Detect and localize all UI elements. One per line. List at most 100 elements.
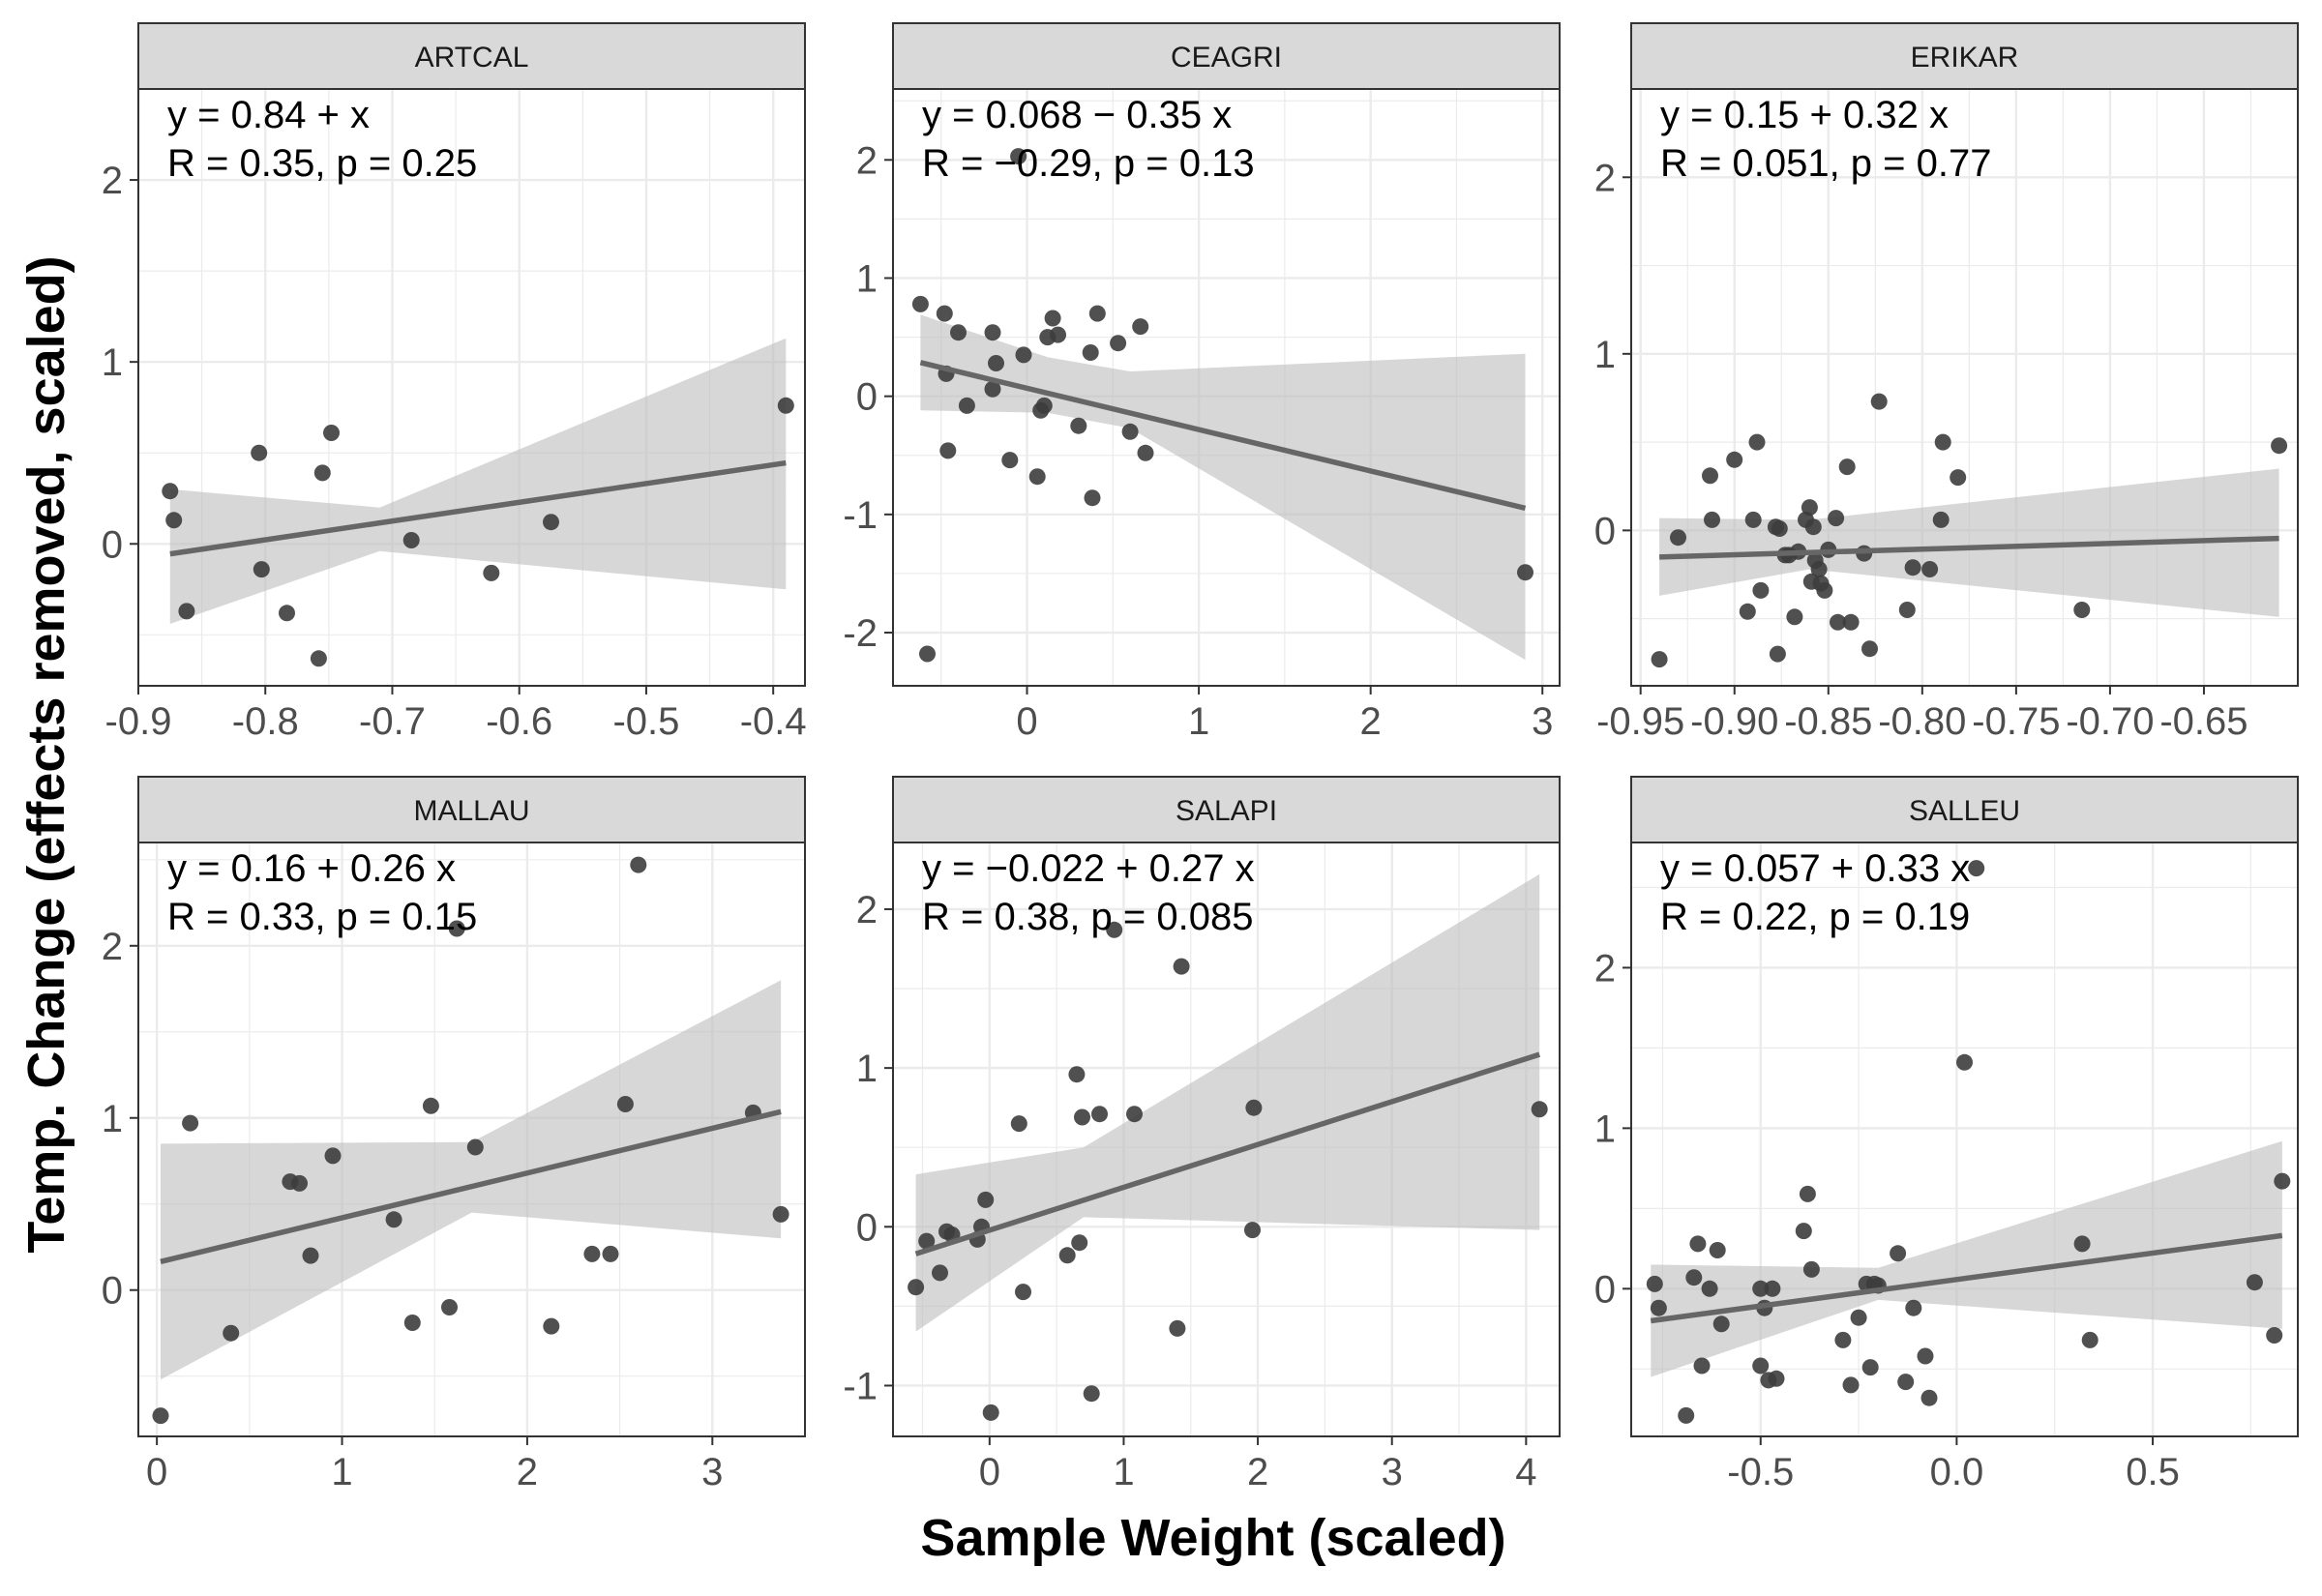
data-point bbox=[616, 1096, 634, 1112]
x-tick-label: 3 bbox=[701, 1451, 723, 1493]
x-tick-label: 2 bbox=[517, 1451, 538, 1493]
y-axis-title: Temp. Change (effects removed, scaled) bbox=[17, 255, 75, 1253]
data-point bbox=[152, 1407, 169, 1425]
data-point bbox=[1830, 613, 1846, 631]
x-tick-label: 3 bbox=[1382, 1451, 1403, 1493]
x-tick-label: -0.7 bbox=[359, 700, 426, 743]
data-point bbox=[1110, 335, 1127, 352]
data-point bbox=[1956, 1053, 1973, 1071]
data-point bbox=[1917, 1347, 1934, 1365]
data-point bbox=[2073, 1235, 2091, 1253]
data-point bbox=[1091, 1106, 1108, 1123]
x-tick-label: -0.75 bbox=[1972, 700, 2060, 743]
data-point bbox=[310, 650, 327, 667]
data-point bbox=[1670, 529, 1686, 547]
data-point bbox=[1905, 1299, 1922, 1316]
data-point bbox=[1920, 1389, 1938, 1406]
facet-strip-label: MALLAU bbox=[413, 795, 529, 827]
x-tick-label: 0.0 bbox=[1930, 1451, 1984, 1493]
data-point bbox=[988, 355, 1004, 371]
panel-border bbox=[892, 88, 1561, 687]
data-point bbox=[1678, 1406, 1695, 1424]
data-point bbox=[1897, 1374, 1915, 1391]
data-point bbox=[1861, 640, 1878, 658]
y-tick-label: 0 bbox=[1594, 1268, 1616, 1311]
y-tick-label: 0 bbox=[856, 376, 878, 419]
data-point bbox=[932, 1264, 948, 1282]
data-point bbox=[324, 1147, 342, 1165]
data-point bbox=[939, 442, 957, 459]
data-point bbox=[1752, 1357, 1770, 1374]
data-point bbox=[2073, 602, 2091, 618]
data-point bbox=[2081, 1331, 2099, 1348]
x-tick-label: -0.85 bbox=[1784, 700, 1872, 743]
data-point bbox=[1244, 1222, 1261, 1239]
data-point bbox=[1842, 613, 1860, 631]
data-point bbox=[1651, 651, 1668, 668]
data-point bbox=[466, 1138, 484, 1156]
x-tick-label: 2 bbox=[1360, 700, 1382, 743]
correlation-stats: R = 0.22, p = 0.19 bbox=[1660, 896, 1970, 938]
y-tick-label: -1 bbox=[843, 494, 878, 537]
data-point bbox=[402, 532, 420, 548]
data-point bbox=[1650, 1299, 1667, 1316]
y-tick-label: 1 bbox=[856, 1048, 878, 1090]
data-point bbox=[1074, 1108, 1090, 1126]
facet-panel-erikar: ERIKAR y = 0.15 + 0.32 x R = 0.051, p = 0.… bbox=[1594, 22, 2299, 743]
data-point bbox=[1245, 1099, 1263, 1116]
confidence-band bbox=[915, 873, 1540, 1332]
data-point bbox=[1010, 148, 1027, 165]
panel-border bbox=[1630, 88, 2299, 687]
data-point bbox=[543, 1317, 560, 1335]
facet-panel-artcal: ARTCAL y = 0.84 + x R = 0.35, p = 0.25 0 1 2 -… bbox=[102, 22, 807, 743]
data-point bbox=[982, 1404, 999, 1421]
regression-line bbox=[1659, 535, 2279, 560]
y-tick-label: 2 bbox=[1594, 947, 1616, 990]
data-point bbox=[1685, 1269, 1703, 1286]
data-point bbox=[1010, 1115, 1027, 1133]
data-point bbox=[1799, 1185, 1816, 1202]
data-point bbox=[1701, 1280, 1718, 1297]
data-point bbox=[2246, 1274, 2263, 1291]
data-point bbox=[1768, 1370, 1785, 1387]
data-point bbox=[313, 464, 331, 482]
data-point bbox=[1050, 326, 1066, 343]
data-point bbox=[1531, 1101, 1548, 1118]
data-point bbox=[385, 1211, 402, 1228]
data-point bbox=[251, 444, 268, 461]
x-axis-title: Sample Weight (scaled) bbox=[920, 1509, 1505, 1567]
data-point bbox=[1702, 467, 1718, 485]
data-point bbox=[1769, 645, 1786, 663]
x-tick-label: 0 bbox=[146, 1451, 167, 1493]
panel-border bbox=[137, 842, 806, 1437]
regression-equation: y = 0.16 + 0.26 x bbox=[167, 847, 456, 890]
correlation-stats: R = 0.38, p = 0.085 bbox=[922, 896, 1253, 938]
data-point bbox=[1870, 393, 1888, 410]
data-point bbox=[1071, 1234, 1088, 1252]
correlation-stats: R = 0.33, p = 0.15 bbox=[167, 896, 477, 938]
data-point bbox=[911, 295, 929, 312]
data-point bbox=[1968, 860, 1985, 877]
x-tick-label: -0.5 bbox=[1727, 1451, 1794, 1493]
x-tick-label: 2 bbox=[1247, 1451, 1268, 1493]
data-point bbox=[178, 603, 195, 620]
data-point bbox=[1083, 1385, 1100, 1403]
y-tick-label: 2 bbox=[1594, 157, 1616, 199]
x-tick-label: -0.90 bbox=[1690, 700, 1778, 743]
data-point bbox=[1070, 417, 1087, 434]
data-point bbox=[291, 1174, 308, 1192]
data-point bbox=[2266, 1327, 2283, 1344]
data-point bbox=[1739, 603, 1756, 620]
data-point bbox=[1068, 1066, 1086, 1083]
data-point bbox=[772, 1205, 789, 1223]
regression-line bbox=[169, 459, 787, 557]
x-tick-label: -0.9 bbox=[105, 700, 172, 743]
data-point bbox=[1015, 346, 1032, 364]
y-tick-label: -1 bbox=[843, 1365, 878, 1407]
regression-line bbox=[1650, 1232, 2283, 1324]
data-point bbox=[919, 645, 936, 663]
confidence-band bbox=[1651, 1140, 2282, 1377]
data-point bbox=[1132, 318, 1149, 336]
data-point bbox=[1898, 602, 1916, 618]
